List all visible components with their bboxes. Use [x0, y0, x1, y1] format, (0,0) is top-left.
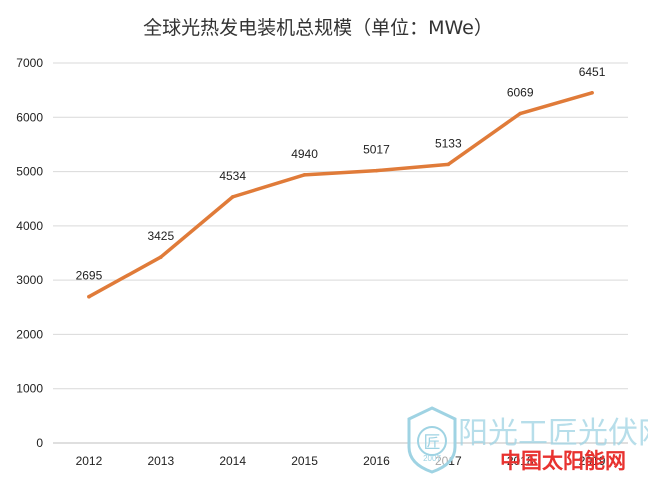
x-tick-label: 2019: [579, 454, 606, 468]
data-point: [159, 255, 163, 259]
data-label: 2695: [76, 269, 103, 283]
x-tick-label: 2015: [291, 454, 318, 468]
y-tick-label: 1000: [16, 382, 43, 396]
badge-year: 2007: [423, 454, 441, 463]
watermark-name: 阳光工匠光伏网: [458, 416, 648, 451]
y-tick-label: 7000: [16, 56, 43, 70]
data-label: 6069: [507, 86, 534, 100]
series-layer: [87, 91, 594, 299]
data-label: 6451: [579, 65, 606, 79]
x-tick-label: 2014: [219, 454, 246, 468]
x-tick-label: 2016: [363, 454, 390, 468]
badge-ring-icon: [417, 426, 447, 456]
y-tick-label: 0: [36, 436, 43, 450]
y-tick-label: 2000: [16, 327, 43, 341]
series-line: [87, 91, 594, 299]
data-point: [302, 173, 307, 177]
shield-icon: [407, 406, 457, 474]
data-point: [446, 162, 451, 167]
data-labels: 2695 3425 4534 4940 5017 5133 6069 6451: [76, 65, 606, 283]
y-tick-label: 4000: [16, 219, 43, 233]
watermark-badge: 匠 2007: [407, 406, 457, 474]
data-label: 4534: [219, 169, 246, 183]
x-tick-label: 2018: [507, 454, 534, 468]
x-tick-label: 2013: [147, 454, 174, 468]
badge-glyph: 匠: [424, 433, 441, 453]
data-point: [374, 168, 379, 173]
data-point: [518, 111, 522, 116]
data-point: [87, 294, 91, 299]
data-label: 3425: [147, 229, 174, 243]
y-tick-label: 5000: [16, 165, 43, 179]
data-label: 4940: [291, 147, 318, 161]
data-point: [230, 195, 235, 199]
y-tick-label: 3000: [16, 273, 43, 287]
data-point: [590, 91, 594, 95]
y-tick-label: 6000: [16, 110, 43, 124]
watermark: 匠 2007 阳光工匠光伏网 中国太阳能网: [407, 406, 648, 474]
data-label: 5133: [435, 136, 462, 150]
x-tick-label: 2012: [76, 454, 103, 468]
data-label: 5017: [363, 143, 390, 157]
chart-title: 全球光热发电装机总规模（单位：MWe）: [143, 17, 493, 39]
watermark-site: 中国太阳能网: [500, 449, 626, 473]
